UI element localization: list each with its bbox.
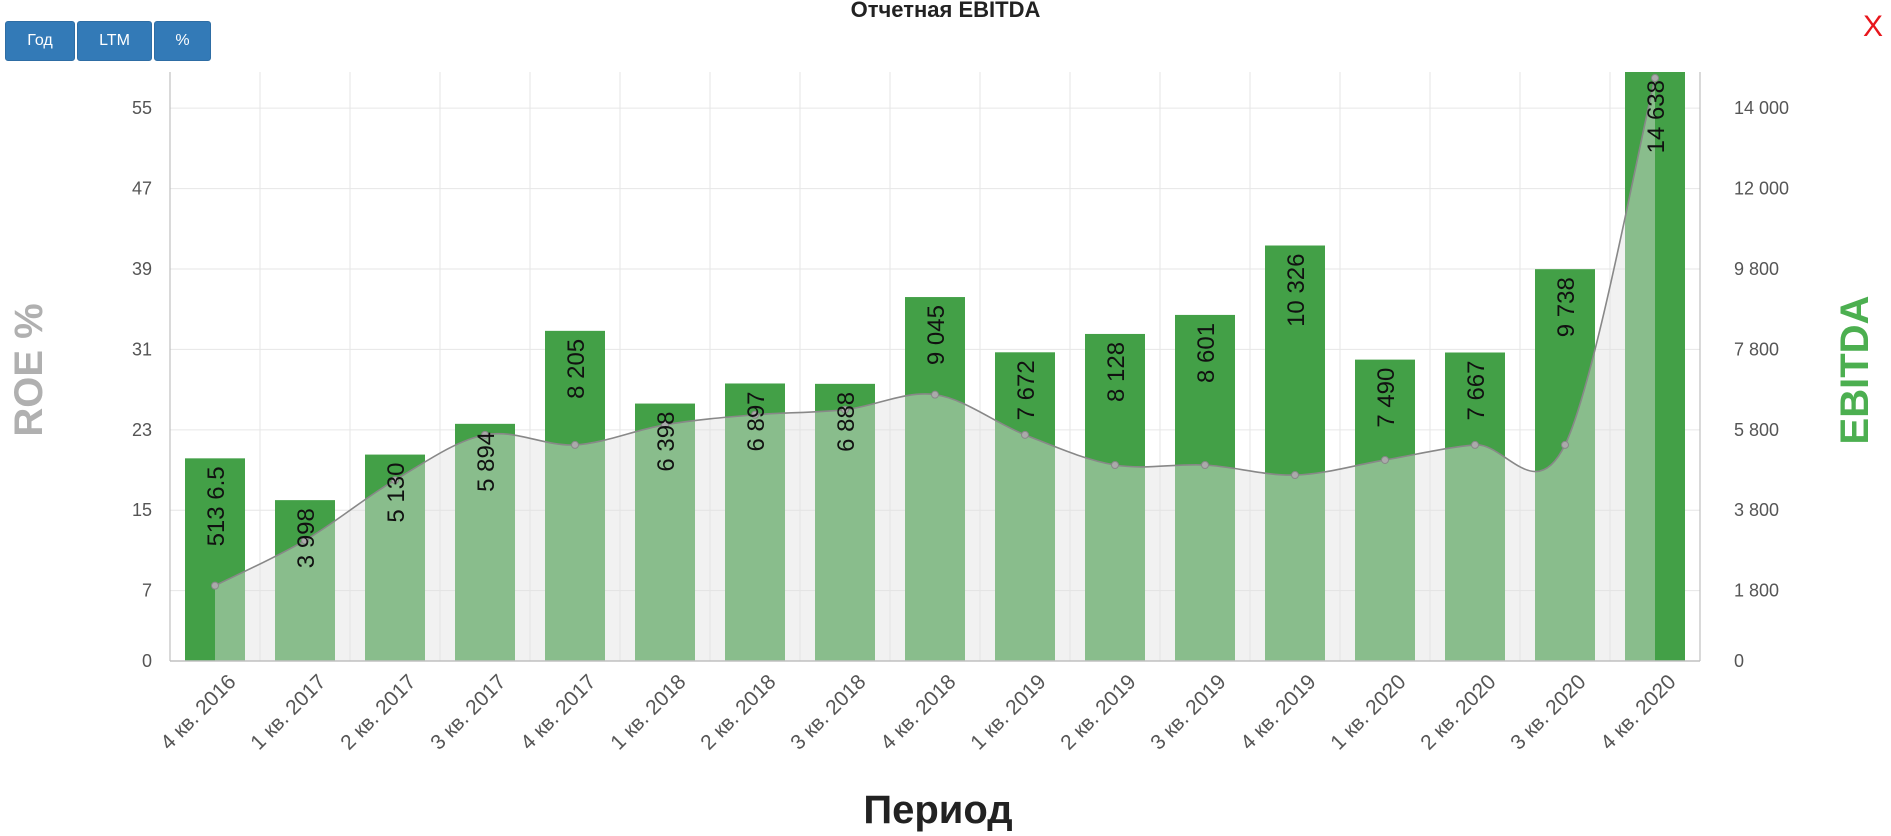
roe-point [481, 430, 489, 439]
x-tick-label: 3 кв. 2018 [786, 670, 870, 754]
roe-point [931, 390, 939, 399]
y-left-tick-label: 15 [132, 500, 152, 520]
roe-line [214, 77, 1656, 587]
ebitda-data-label: 8 601 [1193, 323, 1220, 383]
ebitda-data-label: 8 205 [563, 339, 590, 399]
roe-point [211, 581, 219, 590]
x-tick-label: 1 кв. 2019 [966, 670, 1050, 754]
x-tick-label: 4 кв. 2020 [1596, 670, 1680, 754]
x-tick-label: 2 кв. 2018 [696, 670, 780, 754]
ebitda-data-label: 7 667 [1463, 360, 1490, 420]
ebitda-bar [1355, 359, 1415, 661]
ebitda-data-label: 3 998 [293, 508, 320, 568]
year-button[interactable]: Год [5, 21, 75, 61]
ebitda-bar [995, 352, 1055, 661]
roe-point [1471, 440, 1479, 449]
x-tick-label: 4 кв. 2016 [156, 670, 240, 754]
period-toggle-group: Год LTM % [5, 21, 211, 61]
ebitda-bar [635, 403, 695, 661]
ebitda-bar [725, 383, 785, 661]
y-left-tick-label: 23 [132, 420, 152, 440]
ebitda-bar [1445, 352, 1505, 661]
ebitda-data-label: 10 326 [1283, 254, 1310, 327]
y-right-tick-label: 1 800 [1734, 581, 1779, 601]
roe-area-fill [215, 78, 1655, 662]
x-tick-label: 3 кв. 2017 [426, 670, 510, 754]
x-tick-label: 2 кв. 2017 [336, 670, 420, 754]
percent-button[interactable]: % [154, 21, 211, 61]
x-axis-title: Период [863, 788, 1012, 832]
y-right-tick-label: 9 800 [1734, 259, 1779, 279]
roe-point [1561, 440, 1569, 449]
ltm-button[interactable]: LTM [77, 21, 152, 61]
ebitda-data-label: 7 672 [1013, 360, 1040, 420]
ebitda-bar [1085, 333, 1145, 661]
roe-area [211, 74, 1659, 662]
y-left-tick-label: 55 [132, 98, 152, 118]
roe-point [1021, 430, 1029, 439]
ebitda-bar [455, 423, 515, 661]
ebitda-data-label: 6 897 [743, 391, 770, 451]
ebitda-data-label: 5 130 [383, 463, 410, 523]
chart-title: Отчетная EBITDA [850, 0, 1041, 22]
roe-point [661, 420, 669, 429]
y-axis-left-title: ROE % [7, 303, 51, 436]
x-tick-label: 3 кв. 2019 [1146, 670, 1230, 754]
x-tick-label: 1 кв. 2018 [606, 670, 690, 754]
data-labels: 513 6.5 3 998 5 130 5 894 8 205 6 398 6 897 6 8… [203, 80, 1670, 568]
y-right-tick-label: 3 800 [1734, 500, 1779, 520]
ebitda-bar [365, 454, 425, 661]
ebitda-bar [1265, 245, 1325, 661]
roe-point [1291, 471, 1299, 480]
ebitda-bar [185, 458, 245, 661]
y-left-tick-label: 0 [142, 651, 152, 671]
ebitda-data-label: 8 128 [1103, 342, 1130, 402]
y-right-tick-label: 12 000 [1734, 179, 1789, 199]
x-tick-label: 3 кв. 2020 [1506, 670, 1590, 754]
y-left-tick-label: 31 [132, 339, 152, 359]
ebitda-data-label: 6 888 [833, 392, 860, 452]
y-right-tick-label: 14 000 [1734, 98, 1789, 118]
y-left-tick-label: 47 [132, 179, 152, 199]
close-icon[interactable]: X [1862, 10, 1883, 43]
ebitda-data-label: 14 638 [1643, 80, 1670, 153]
y-right-tick-label: 5 800 [1734, 420, 1779, 440]
roe-point [841, 405, 849, 414]
ebitda-bars [185, 72, 1685, 661]
y-left-tick-label: 7 [142, 581, 152, 601]
roe-point [1201, 461, 1209, 470]
x-tick-label: 4 кв. 2017 [516, 670, 600, 754]
roe-point [301, 536, 309, 545]
roe-point [751, 410, 759, 419]
ebitda-data-label: 513 6.5 [203, 466, 230, 546]
y-right-tick-label: 7 800 [1734, 339, 1779, 359]
x-tick-label: 4 кв. 2019 [1236, 670, 1320, 754]
x-tick-label: 1 кв. 2020 [1326, 670, 1410, 754]
y-axis-right-title: EBITDA [1833, 296, 1877, 445]
y-left-tick-label: 39 [132, 259, 152, 279]
roe-point [391, 476, 399, 485]
roe-point [571, 440, 579, 449]
x-tick-label: 4 кв. 2018 [876, 670, 960, 754]
ebitda-bar [1175, 314, 1235, 661]
ebitda-data-label: 9 045 [923, 305, 950, 365]
x-tick-label: 2 кв. 2020 [1416, 670, 1500, 754]
ebitda-bar [815, 383, 875, 661]
roe-point [1381, 455, 1389, 464]
ebitda-data-label: 9 738 [1553, 277, 1580, 337]
ebitda-data-label: 6 398 [653, 412, 680, 472]
roe-point [1651, 74, 1659, 83]
ebitda-data-label: 5 894 [473, 432, 500, 492]
ebitda-bar [905, 297, 965, 661]
ebitda-bar [1535, 269, 1595, 661]
y-right-tick-label: 0 [1734, 651, 1744, 671]
ebitda-data-label: 7 490 [1373, 368, 1400, 428]
roe-point [1111, 461, 1119, 470]
x-tick-label: 2 кв. 2019 [1056, 670, 1140, 754]
ebitda-bar [545, 330, 605, 661]
x-tick-label: 1 кв. 2017 [246, 670, 330, 754]
